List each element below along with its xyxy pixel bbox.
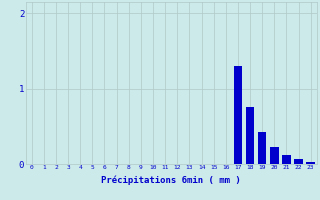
Bar <box>282 155 291 164</box>
Bar <box>270 147 279 164</box>
Bar <box>307 162 315 164</box>
Bar <box>234 66 242 164</box>
X-axis label: Précipitations 6min ( mm ): Précipitations 6min ( mm ) <box>101 176 241 185</box>
Bar <box>258 132 267 164</box>
Bar <box>246 107 254 164</box>
Bar <box>294 159 303 164</box>
